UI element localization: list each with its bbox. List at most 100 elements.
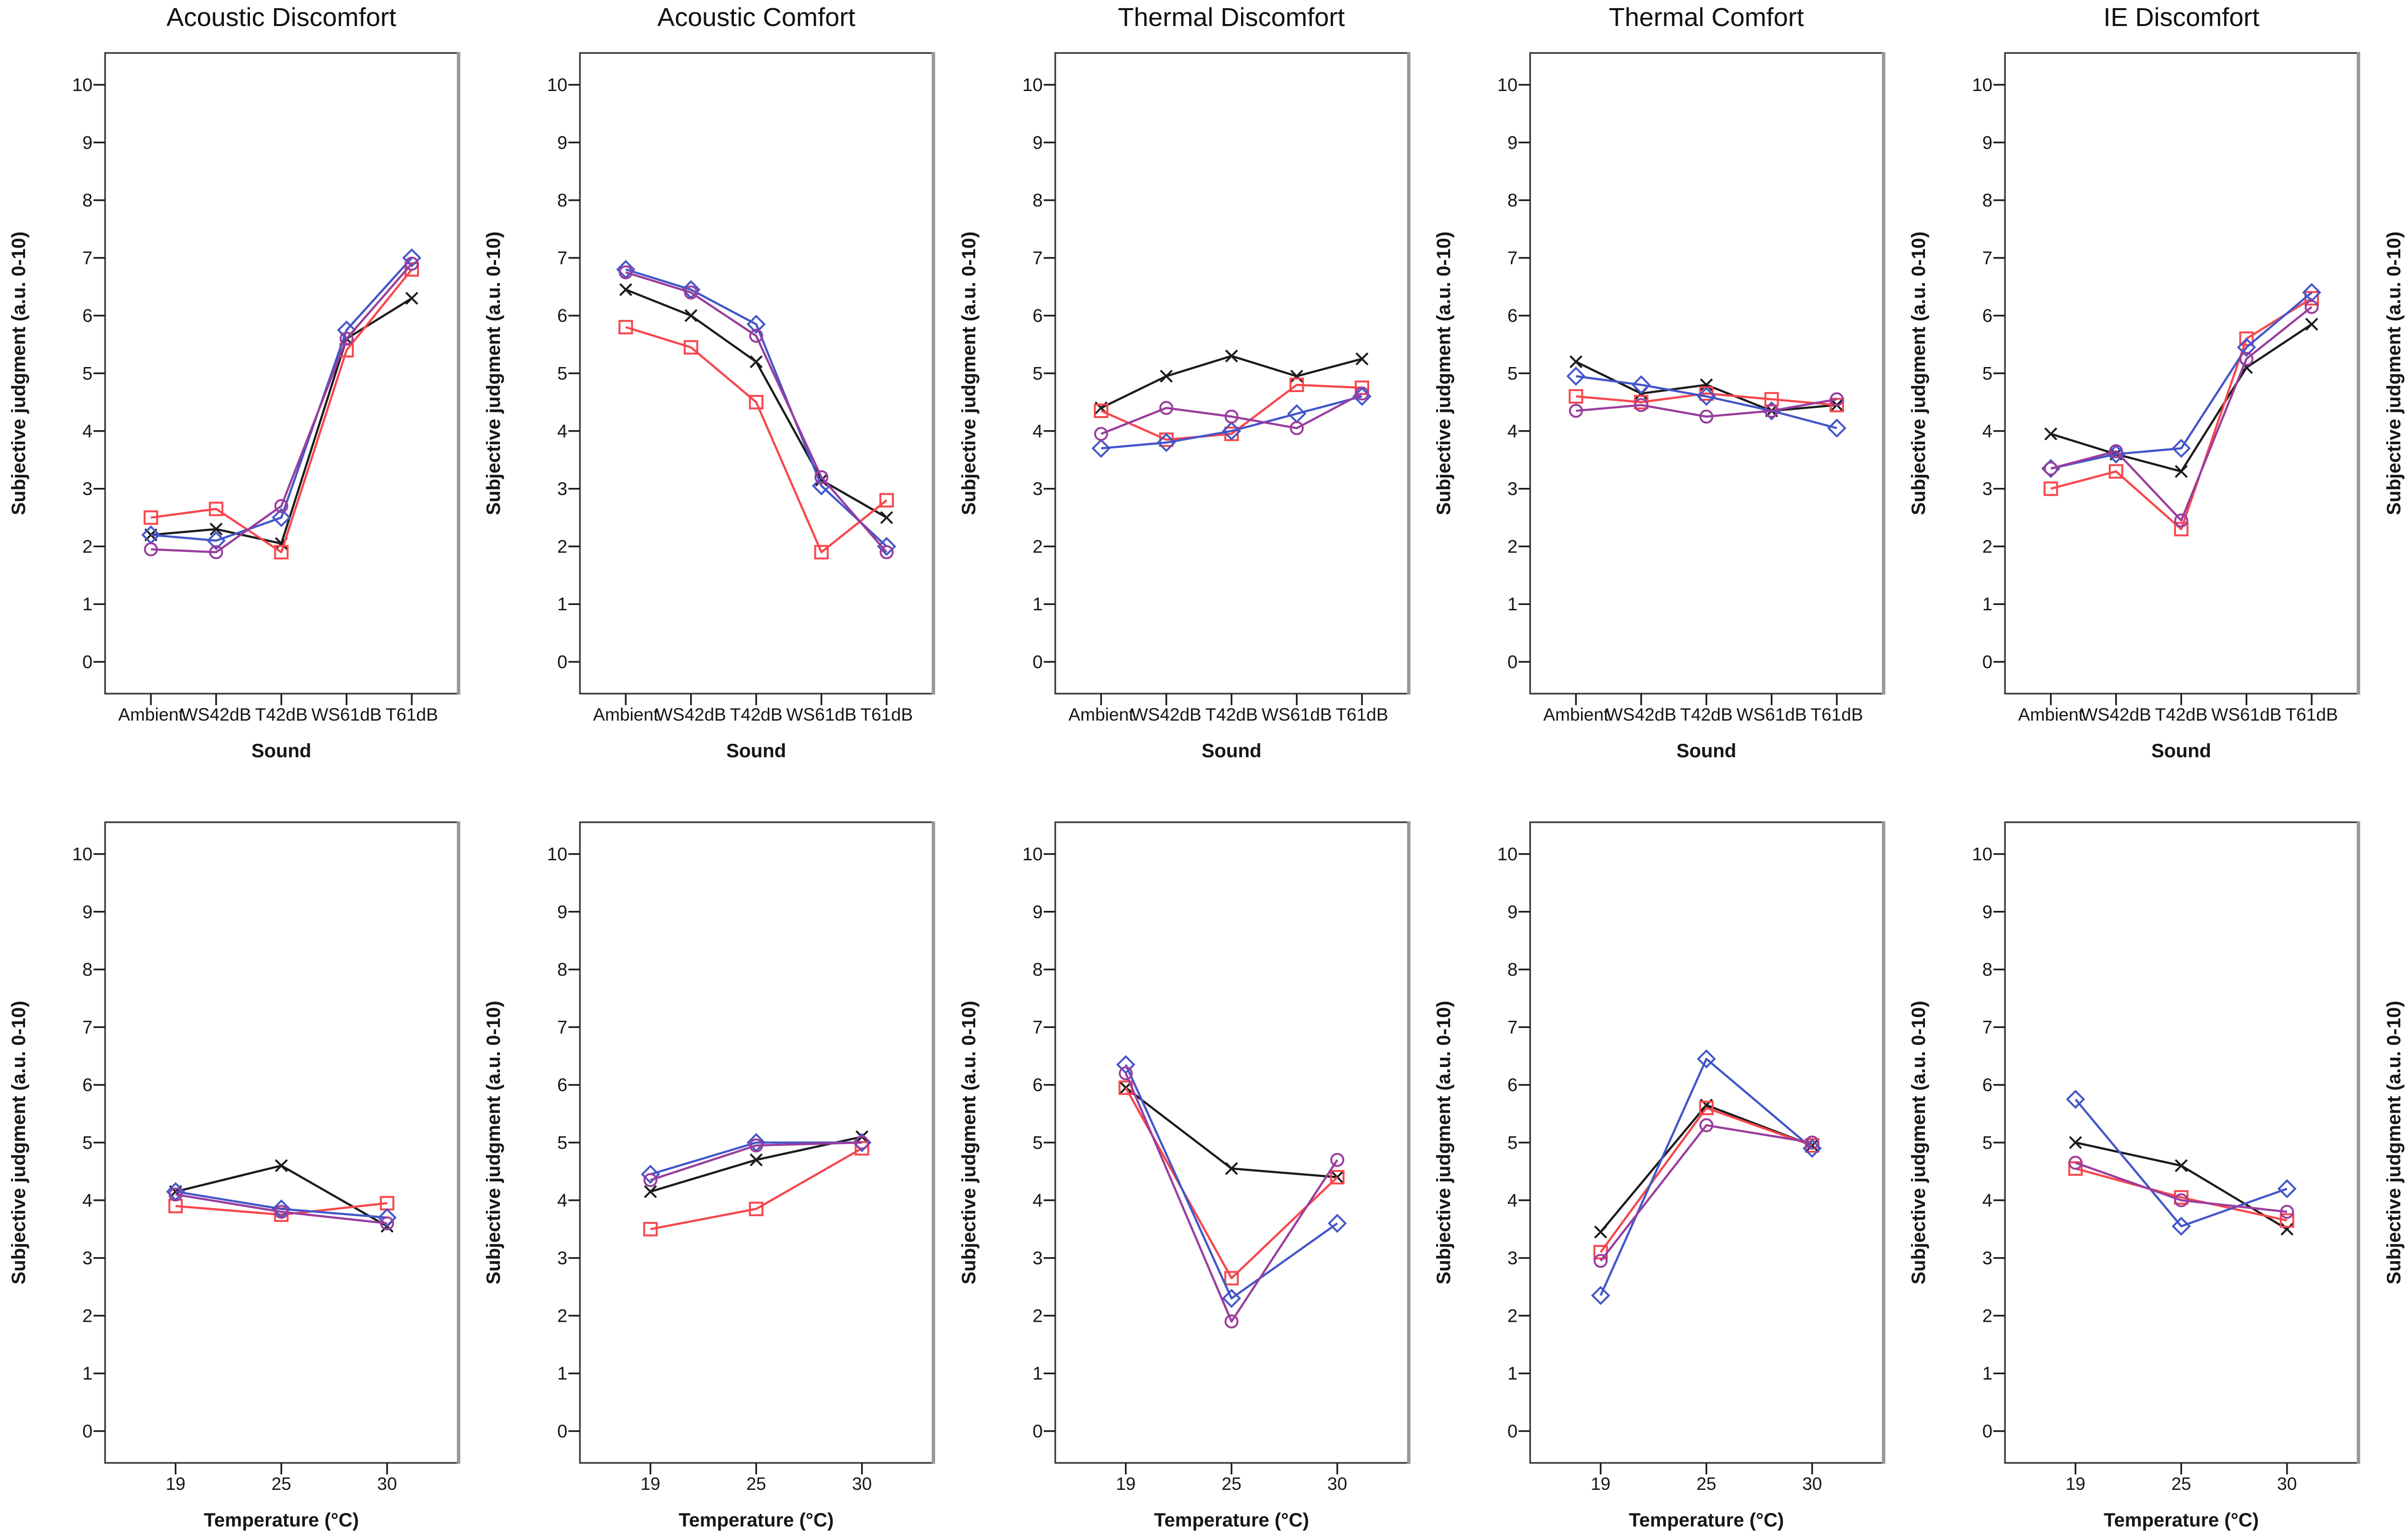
y-axis-title: Subjective judgment (a.u. 0-10) (2383, 1000, 2405, 1284)
series-line-bipolar7 (1125, 1087, 1338, 1279)
chart-title (0, 769, 475, 800)
y-tick-label: 10 (1022, 75, 1043, 95)
series-markers-bipolar7 (1118, 1080, 1345, 1286)
y-tick-label: 5 (82, 1133, 92, 1153)
y-tick-label: 7 (1507, 248, 1518, 268)
marker-square (209, 501, 223, 516)
line-plot: 0 1 2 3 4 5 6 7 8 9 10 19 25 30 Temperature (°C) Subjec… (483, 821, 935, 1531)
y-tick-label: 0 (1982, 652, 1992, 672)
series-markers-bipolarVAS (2069, 1136, 2294, 1236)
marker-square (814, 545, 829, 560)
marker-circle (749, 1138, 763, 1153)
x-tick-label: T42dB (1680, 705, 1733, 724)
marker-diamond (2172, 1216, 2191, 1236)
marker-x (2175, 465, 2188, 478)
y-tick-label: 3 (82, 1249, 92, 1269)
marker-diamond (877, 537, 897, 556)
y-tick-label: 4 (557, 1191, 567, 1211)
series-line-combined (1599, 1124, 1813, 1262)
y-tick-label: 2 (1982, 1306, 1992, 1326)
y-tick-label: 7 (557, 248, 567, 268)
marker-circle (619, 265, 633, 279)
y-tick-label: 8 (557, 960, 567, 980)
series-line-bipolarVAS (2075, 1141, 2288, 1230)
marker-diamond (1221, 1289, 1241, 1308)
chart-panel-thermal-comfort-temperature: 0 1 2 3 4 5 6 7 8 9 10 19 25 30 Temperature (°C) Subjec… (1425, 769, 1900, 1539)
y-tick-label: 4 (1033, 1191, 1043, 1211)
series-line-unipolar11 (1100, 395, 1362, 449)
marker-x (619, 283, 633, 296)
y-tick-label: 9 (82, 133, 92, 153)
x-axis-title: Sound (1676, 740, 1736, 762)
series-markers-unipolar11 (1591, 1049, 1822, 1305)
marker-circle (814, 470, 829, 485)
series-markers-combined (1569, 392, 1844, 424)
marker-circle (1159, 401, 1173, 415)
x-tick-label: 19 (1591, 1474, 1610, 1494)
y-tick-label: 0 (82, 652, 92, 672)
marker-x (644, 1185, 657, 1198)
marker-circle (879, 545, 894, 559)
y-tick-label: 2 (1033, 1306, 1043, 1326)
marker-diamond (746, 315, 766, 334)
plot-frame (104, 52, 458, 695)
chart-title: IE Discomfort (2103, 3, 2260, 32)
y-tick-label: 5 (557, 1133, 567, 1153)
series-line-combined (2075, 1161, 2288, 1213)
y-tick-label: 3 (82, 479, 92, 500)
marker-diamond (1591, 1286, 1610, 1305)
series-markers-combined (144, 256, 419, 559)
marker-diamond (402, 248, 421, 268)
series-line-bipolarVAS (1100, 355, 1362, 409)
y-axis-title: Subjective judgment (a.u. 0-10) (483, 1000, 504, 1284)
marker-circle (2109, 444, 2123, 459)
marker-circle (1355, 386, 1369, 401)
y-tick-label: 1 (1507, 594, 1518, 615)
y-tick-label: 8 (1982, 191, 1992, 211)
x-axis-title: Sound (251, 740, 311, 762)
x-tick-label: 30 (377, 1474, 397, 1494)
marker-square (274, 545, 289, 560)
y-tick-label: 0 (1033, 652, 1043, 672)
x-axis-title: Temperature (°C) (1154, 1510, 1309, 1531)
series-markers-combined (619, 265, 894, 559)
marker-diamond (2277, 1179, 2297, 1198)
marker-circle (1830, 392, 1844, 407)
x-tick-label: T61dB (861, 705, 913, 724)
series-line-bipolar7 (1100, 383, 1362, 441)
y-tick-label: 1 (1033, 594, 1043, 615)
marker-x (1700, 378, 1713, 392)
marker-circle (1224, 409, 1239, 424)
marker-diamond (377, 1208, 397, 1227)
x-tick-label: T42dB (2155, 705, 2208, 724)
marker-diamond (1631, 375, 1651, 395)
x-tick-label: 19 (1116, 1474, 1136, 1494)
y-tick-label: 6 (1507, 306, 1518, 326)
marker-x (405, 291, 419, 305)
y-tick-label: 7 (1507, 1017, 1518, 1038)
marker-diamond (1566, 367, 1586, 386)
y-tick-label: 9 (1982, 902, 1992, 922)
y-tick-label: 10 (1972, 75, 1992, 95)
y-tick-label: 5 (1507, 364, 1518, 384)
marker-x (1290, 369, 1303, 383)
y-tick-label: 7 (557, 1017, 567, 1038)
series-markers-bipolarVAS (2044, 317, 2318, 478)
series-markers-bipolar7 (618, 320, 894, 560)
x-tick-label: WS61dB (786, 705, 857, 724)
plot-frame (1529, 821, 1883, 1464)
y-tick-label: 7 (1982, 248, 1992, 268)
x-tick-label: 19 (2066, 1474, 2085, 1494)
y-tick-label: 3 (557, 1249, 567, 1269)
chart-title (1900, 769, 2375, 800)
y-tick-label: 4 (1507, 1191, 1518, 1211)
y-tick-label: 4 (82, 1191, 92, 1211)
marker-circle (2174, 513, 2188, 527)
marker-square (684, 340, 699, 355)
y-tick-label: 6 (1033, 1075, 1043, 1095)
y-tick-label: 9 (1033, 133, 1043, 153)
marker-circle (2044, 461, 2058, 476)
